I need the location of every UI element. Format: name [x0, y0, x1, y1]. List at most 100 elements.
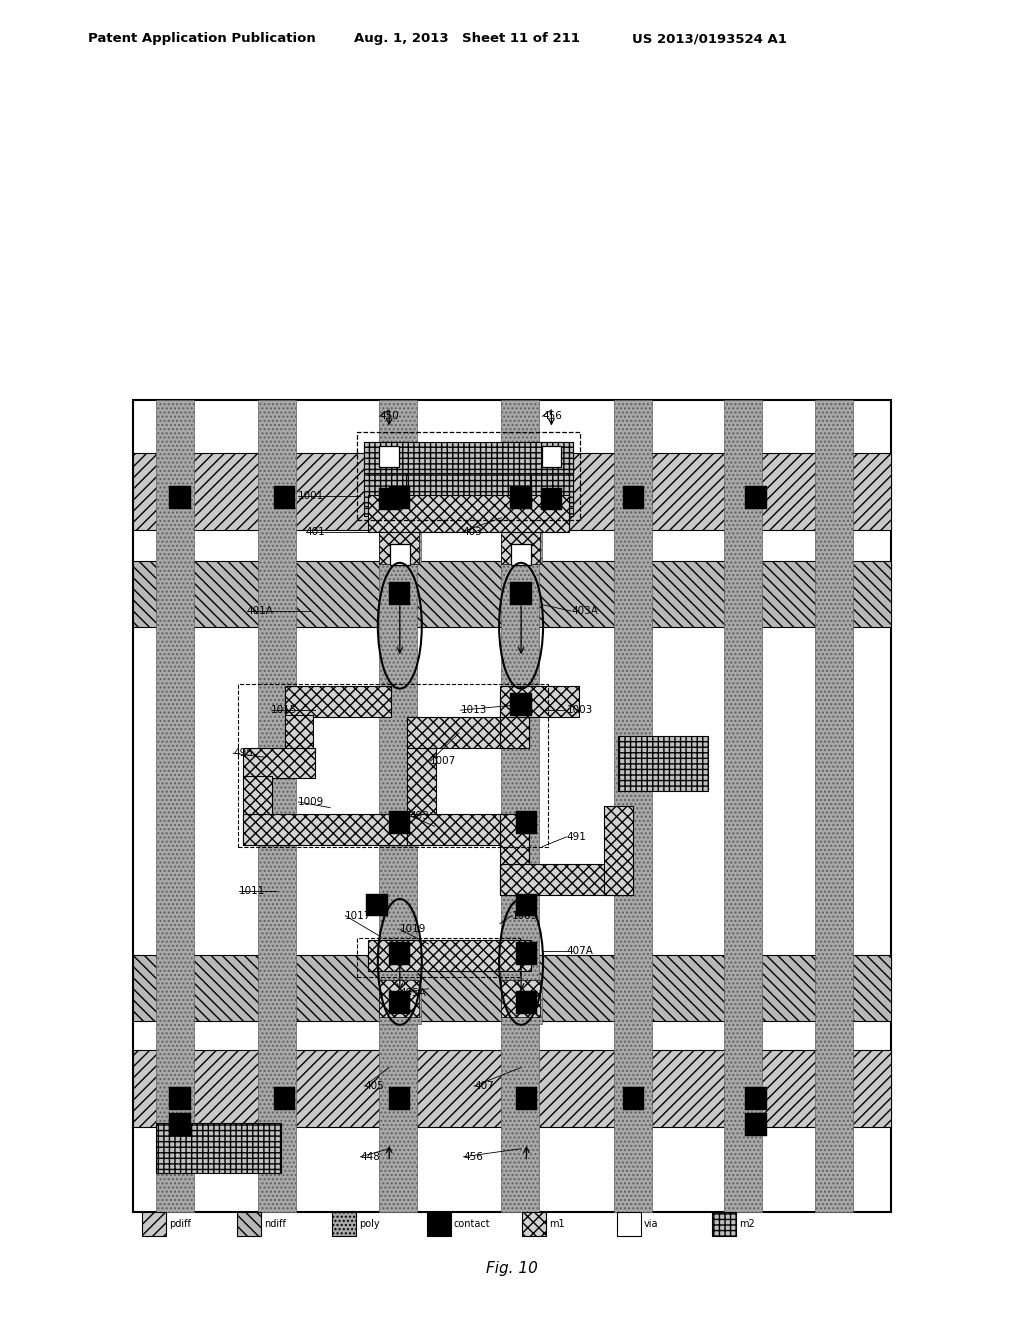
Text: 405A: 405A	[399, 987, 427, 998]
Bar	[133, 1049, 891, 1127]
Text: 1017: 1017	[345, 911, 372, 920]
Bar	[408, 717, 528, 747]
Bar	[541, 487, 562, 511]
Bar	[511, 544, 531, 565]
Bar	[133, 400, 891, 1212]
Bar	[133, 453, 891, 529]
Bar	[745, 1086, 767, 1110]
Bar	[389, 810, 411, 834]
Bar	[379, 527, 419, 564]
Bar	[815, 400, 853, 1212]
Bar	[745, 1113, 767, 1135]
Bar	[501, 527, 540, 564]
Bar	[243, 747, 315, 779]
Bar	[511, 486, 531, 508]
Text: 1009: 1009	[298, 797, 325, 807]
Text: US 2013/0193524 A1: US 2013/0193524 A1	[632, 32, 786, 45]
Text: 1001: 1001	[298, 491, 325, 500]
Text: 450: 450	[379, 412, 399, 421]
Bar	[516, 991, 537, 1014]
Bar	[389, 942, 411, 965]
Bar	[389, 486, 411, 508]
Bar	[367, 894, 388, 916]
Bar	[356, 937, 519, 977]
Bar	[516, 1086, 537, 1110]
Bar	[623, 486, 644, 508]
Text: 405: 405	[365, 1081, 384, 1092]
Text: m2: m2	[739, 1218, 755, 1229]
Text: 491: 491	[566, 832, 587, 842]
Bar	[243, 814, 410, 845]
Text: 1007: 1007	[430, 756, 457, 767]
Bar	[258, 400, 296, 1212]
Bar	[169, 1113, 190, 1135]
Bar	[285, 715, 313, 747]
Text: 1019: 1019	[399, 924, 426, 935]
Text: 456: 456	[543, 412, 562, 421]
Bar	[745, 486, 767, 508]
Bar	[332, 1212, 356, 1236]
Bar	[390, 544, 410, 565]
Bar	[542, 446, 561, 467]
Bar	[511, 693, 531, 715]
Bar	[408, 747, 436, 845]
Bar	[368, 940, 531, 970]
Bar	[522, 1212, 546, 1236]
Bar	[531, 442, 572, 506]
Bar	[169, 1086, 190, 1110]
Bar	[501, 400, 539, 1212]
Text: 456: 456	[464, 1152, 483, 1162]
Bar	[617, 1212, 641, 1236]
Bar	[379, 979, 419, 1018]
Text: 401A: 401A	[247, 606, 273, 616]
Bar	[724, 400, 762, 1212]
Text: 493: 493	[410, 810, 429, 821]
Text: 401: 401	[306, 527, 326, 536]
Text: 403A: 403A	[571, 606, 598, 616]
Text: contact: contact	[454, 1218, 490, 1229]
Bar	[285, 686, 391, 717]
Bar	[511, 582, 531, 605]
Bar	[379, 487, 399, 511]
Bar	[368, 495, 569, 532]
Bar	[156, 1123, 281, 1173]
Bar	[274, 486, 295, 508]
Bar	[169, 486, 190, 508]
Bar	[516, 810, 537, 834]
Bar	[389, 582, 411, 605]
Bar	[500, 814, 528, 895]
Bar	[356, 433, 581, 520]
Bar	[365, 442, 406, 506]
Bar	[427, 1212, 451, 1236]
Bar	[614, 400, 652, 1212]
Bar	[389, 1086, 411, 1110]
Bar	[379, 524, 421, 562]
Bar	[379, 985, 421, 1023]
Bar	[379, 446, 399, 467]
Text: Aug. 1, 2013: Aug. 1, 2013	[354, 32, 449, 45]
Bar	[604, 807, 633, 895]
Bar	[142, 1212, 166, 1236]
Bar	[618, 737, 708, 792]
Text: poly: poly	[359, 1218, 380, 1229]
Text: 448: 448	[360, 1152, 380, 1162]
Bar	[237, 1212, 261, 1236]
Text: 1005: 1005	[512, 911, 539, 920]
Bar	[238, 684, 549, 846]
Bar	[133, 561, 891, 627]
Bar	[274, 1086, 295, 1110]
Bar	[389, 991, 411, 1014]
Text: 1015: 1015	[271, 705, 297, 715]
Bar	[243, 776, 271, 845]
Bar	[516, 894, 537, 916]
Bar	[501, 979, 540, 1018]
Bar	[712, 1212, 736, 1236]
Text: 1013: 1013	[461, 705, 486, 715]
Bar	[365, 467, 572, 516]
Text: 403: 403	[463, 527, 482, 536]
Text: Fig. 10: Fig. 10	[486, 1261, 538, 1275]
Bar	[500, 694, 528, 747]
Text: Patent Application Publication: Patent Application Publication	[88, 32, 315, 45]
Bar	[365, 442, 572, 473]
Bar	[501, 524, 543, 562]
